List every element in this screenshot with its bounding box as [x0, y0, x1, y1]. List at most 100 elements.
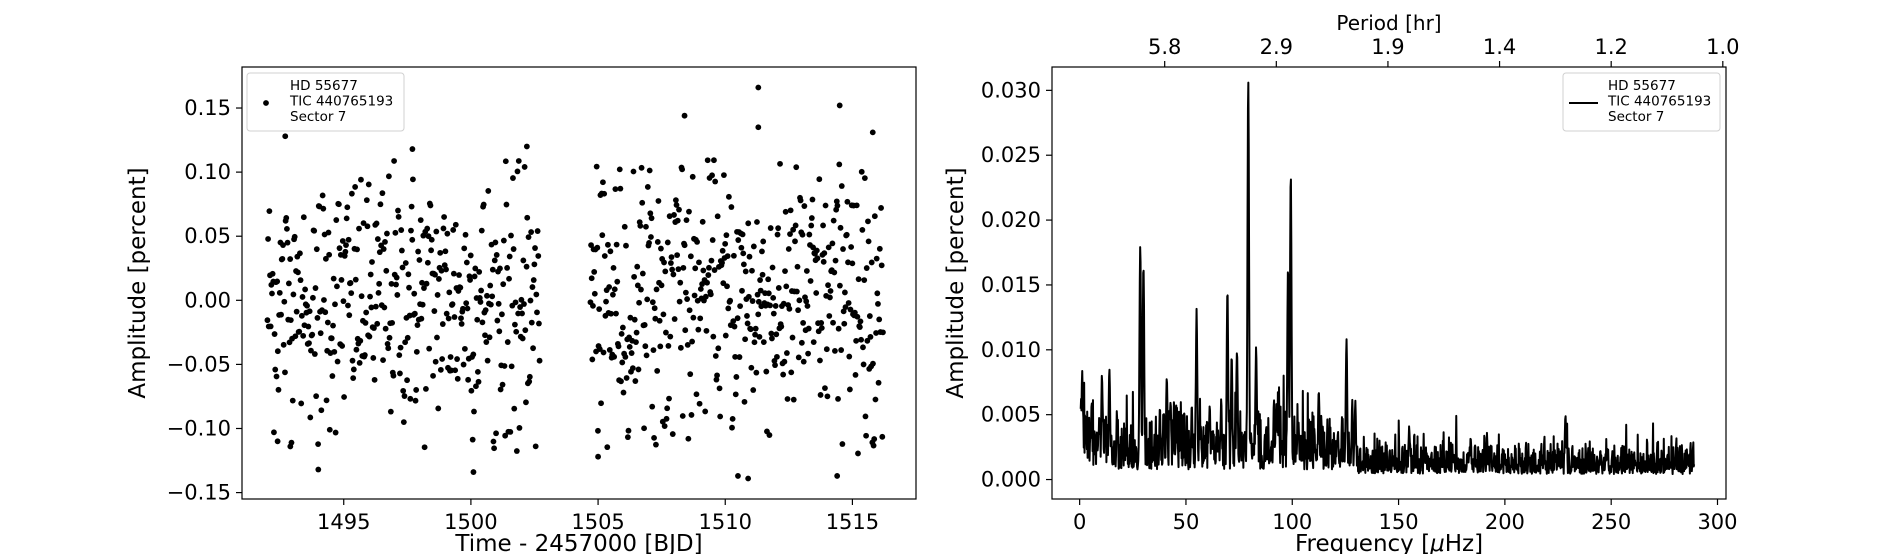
data-point [421, 444, 428, 451]
data-point [820, 258, 827, 265]
data-point [693, 391, 700, 398]
data-point [611, 353, 618, 360]
data-point [783, 350, 790, 356]
data-point [855, 450, 861, 457]
data-point [325, 229, 332, 236]
data-point [606, 284, 613, 290]
data-point [607, 248, 614, 255]
x-tick-label: 0 [1073, 510, 1086, 534]
data-point [362, 320, 369, 326]
data-point [664, 405, 671, 412]
data-point [682, 289, 689, 296]
data-point [345, 302, 351, 309]
outlier-point [755, 124, 762, 131]
data-point [842, 304, 849, 311]
data-point [689, 173, 696, 180]
data-point [482, 307, 489, 314]
y-tick-label: 0.030 [981, 78, 1041, 102]
data-point [846, 353, 853, 360]
data-point [599, 232, 606, 239]
data-point [273, 373, 280, 380]
data-point [719, 247, 726, 254]
data-point [666, 395, 672, 402]
data-point [478, 227, 485, 234]
data-point [510, 175, 516, 181]
data-point [856, 324, 863, 330]
data-point [757, 277, 763, 283]
data-point [463, 259, 470, 266]
data-point [689, 338, 695, 345]
data-point [287, 256, 294, 262]
data-point [675, 266, 682, 273]
data-point [511, 405, 518, 412]
x-tick-label: 150 [1379, 510, 1419, 534]
data-point [768, 330, 775, 337]
data-point [280, 341, 287, 348]
data-point [852, 371, 859, 378]
data-point [528, 319, 535, 326]
data-point [749, 267, 755, 274]
data-point [497, 386, 504, 393]
legend-box [1562, 72, 1721, 132]
data-point [687, 371, 694, 378]
data-point [596, 346, 603, 352]
data-point [853, 202, 860, 209]
x-tick-label: 1510 [699, 510, 752, 534]
data-point [311, 227, 318, 234]
data-point [398, 227, 405, 233]
data-point [753, 369, 760, 376]
data-point [594, 244, 601, 251]
data-point [367, 293, 373, 300]
data-point [264, 317, 271, 324]
data-point [755, 311, 762, 318]
data-point [677, 279, 684, 286]
data-point [860, 361, 867, 368]
data-point [345, 236, 352, 243]
data-point [406, 284, 412, 291]
data-point [536, 320, 542, 327]
data-point [593, 163, 600, 170]
data-point [795, 307, 802, 314]
data-point [638, 164, 645, 171]
data-point [275, 386, 282, 393]
data-point [870, 360, 876, 367]
data-point [792, 238, 798, 245]
data-point [395, 213, 402, 220]
x-axis-label: Frequency [μHz] [1295, 531, 1483, 554]
data-point [395, 207, 401, 214]
data-point [356, 225, 362, 232]
data-point [371, 376, 378, 383]
data-point [312, 285, 319, 291]
data-point [298, 312, 305, 319]
data-point [389, 319, 396, 326]
data-point [464, 305, 471, 312]
data-point [661, 423, 668, 430]
data-point [723, 232, 730, 239]
data-point [385, 173, 392, 180]
data-point [732, 391, 739, 398]
data-point [700, 267, 707, 274]
data-point [472, 265, 479, 272]
y-tick-label: 0.015 [981, 273, 1041, 297]
data-point [669, 431, 676, 437]
data-point [824, 393, 831, 400]
data-point [809, 196, 816, 203]
data-point [717, 413, 724, 420]
data-point [408, 227, 414, 234]
data-point [398, 247, 405, 254]
data-point [331, 348, 338, 355]
data-point [619, 359, 626, 366]
data-point [526, 378, 533, 385]
data-point [677, 344, 684, 351]
data-point [702, 293, 709, 300]
data-point [746, 253, 753, 260]
data-point [627, 314, 634, 321]
data-point [835, 395, 841, 402]
data-point [774, 353, 780, 360]
data-point [650, 347, 657, 353]
data-point [680, 264, 687, 271]
data-point [798, 339, 805, 346]
data-point [326, 251, 333, 258]
data-point [796, 297, 803, 304]
data-point [795, 354, 802, 361]
